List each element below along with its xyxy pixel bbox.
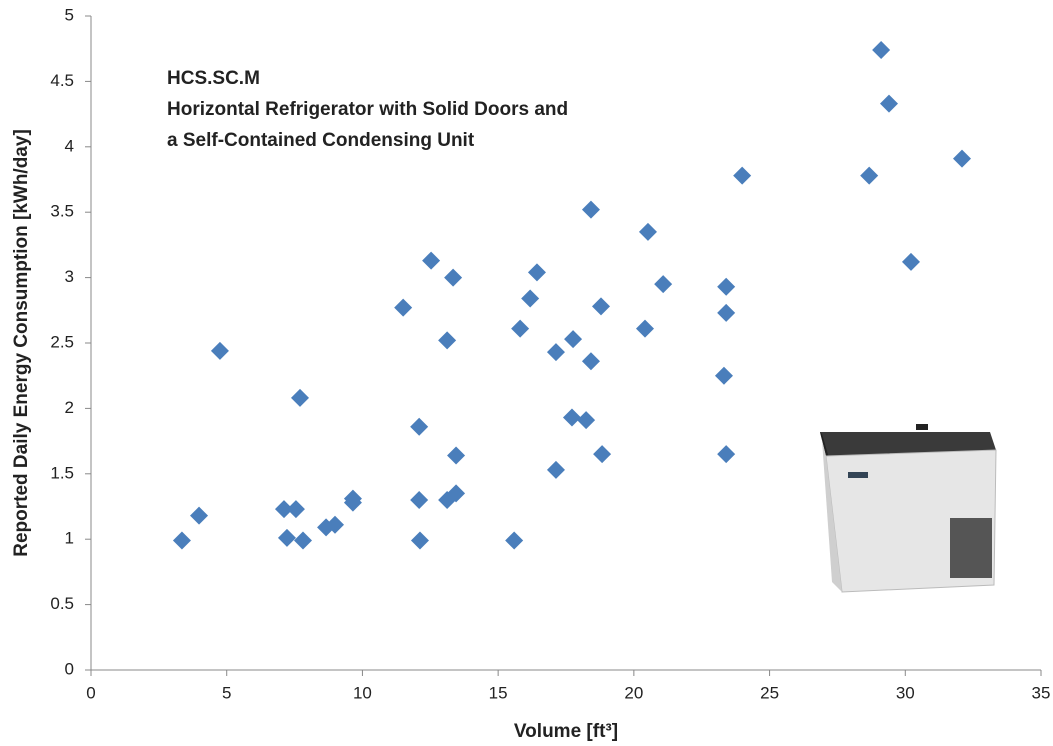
- y-tick-label: 1.5: [50, 463, 74, 482]
- point: [717, 303, 736, 322]
- point: [714, 366, 733, 385]
- y-tick-label: 2: [65, 398, 74, 417]
- point: [190, 506, 209, 525]
- point: [901, 252, 920, 271]
- point: [277, 528, 296, 547]
- y-tick-label: 3: [65, 267, 74, 286]
- point: [860, 166, 879, 185]
- point: [593, 445, 612, 464]
- point: [326, 515, 345, 534]
- annotation: HCS.SC.M: [167, 68, 260, 89]
- y-tick-label: 4.5: [50, 71, 74, 90]
- x-tick-label: 20: [624, 683, 643, 702]
- point: [581, 352, 600, 371]
- x-tick-label: 25: [760, 683, 779, 702]
- point: [444, 268, 463, 287]
- annotation: Horizontal Refrigerator with Solid Doors…: [167, 99, 568, 120]
- point: [527, 263, 546, 282]
- point: [447, 484, 466, 503]
- point: [953, 149, 972, 168]
- x-tick-label: 0: [86, 683, 95, 702]
- point: [291, 388, 309, 407]
- x-tick-label: 5: [222, 683, 231, 702]
- point: [717, 277, 736, 296]
- x-tick-label: 15: [489, 683, 508, 702]
- point: [717, 445, 736, 464]
- point: [546, 460, 565, 479]
- point: [410, 417, 429, 436]
- point: [293, 531, 312, 550]
- point: [546, 343, 565, 362]
- x-tick-label: 35: [1032, 683, 1051, 702]
- point: [872, 41, 891, 60]
- point: [521, 289, 540, 308]
- y-tick-label: 5: [65, 5, 74, 24]
- x-tick-label: 30: [896, 683, 915, 702]
- freezer-photo: [820, 424, 997, 593]
- point: [410, 531, 429, 550]
- annotation: a Self-Contained Condensing Unit: [167, 130, 475, 151]
- point: [438, 331, 457, 350]
- y-tick-label: 4: [65, 136, 74, 155]
- y-tick-label: 0.5: [50, 594, 74, 613]
- point: [592, 297, 611, 316]
- point: [422, 251, 441, 270]
- point: [638, 222, 657, 241]
- point: [733, 166, 752, 185]
- point: [274, 500, 293, 519]
- point: [654, 275, 673, 294]
- point: [562, 408, 581, 427]
- point: [505, 531, 524, 550]
- point: [172, 531, 191, 550]
- y-axis-title: Reported Daily Energy Consumption [kWh/d…: [11, 129, 32, 557]
- y-tick-label: 2.5: [50, 332, 74, 351]
- point: [581, 200, 600, 219]
- point: [564, 330, 583, 349]
- point: [635, 319, 654, 338]
- point: [880, 94, 898, 113]
- point: [447, 446, 466, 465]
- y-tick-label: 0: [65, 659, 74, 678]
- point: [210, 341, 229, 360]
- point: [511, 319, 530, 338]
- point: [394, 298, 413, 317]
- x-tick-label: 10: [353, 683, 372, 702]
- point: [577, 411, 596, 430]
- y-tick-label: 1: [65, 529, 74, 548]
- point: [343, 493, 362, 512]
- x-axis-title: Volume [ft³]: [514, 721, 618, 742]
- point: [286, 500, 305, 519]
- point: [410, 490, 429, 509]
- y-tick-label: 3.5: [50, 202, 74, 221]
